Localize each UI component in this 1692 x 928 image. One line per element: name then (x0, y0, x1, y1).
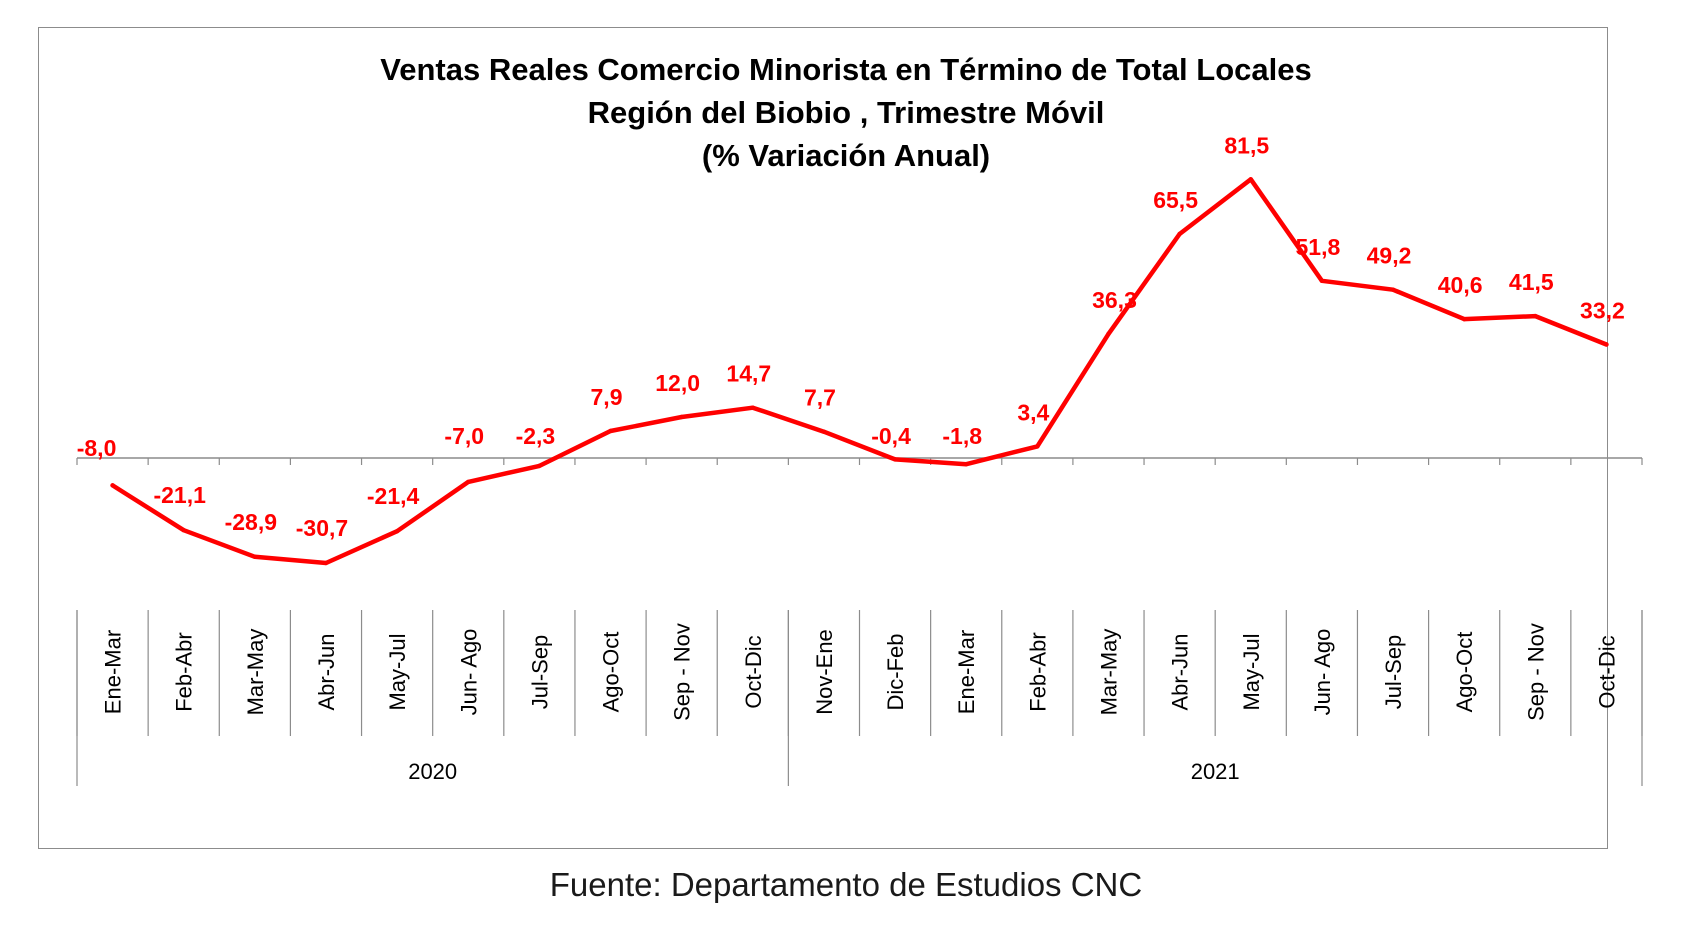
series-line (110, 177, 1609, 566)
x-category-label: Feb-Abr (172, 632, 197, 711)
source-note: Fuente: Departamento de Estudios CNC (549, 866, 1143, 903)
data-label: 65,5 (1153, 187, 1198, 213)
x-category-label: Jun- Ago (456, 629, 481, 716)
data-point (537, 463, 542, 469)
x-category-label: Abr-Jun (314, 633, 339, 710)
data-point (1390, 287, 1396, 292)
data-label: 7,7 (804, 385, 836, 411)
data-label: -0,4 (871, 423, 911, 449)
data-point (323, 560, 329, 566)
x-category-label: Dic-Feb (883, 633, 908, 710)
data-label: -1,8 (942, 423, 982, 449)
data-label: 49,2 (1367, 243, 1412, 269)
x-category-label: Oct-Dic (741, 635, 766, 708)
data-label: -8,0 (77, 435, 117, 461)
data-label: 51,8 (1296, 234, 1341, 260)
data-point (964, 461, 969, 467)
x-category-label: Nov-Ene (812, 629, 837, 715)
data-point (1177, 231, 1182, 237)
x-category-label: May-Jul (1239, 633, 1264, 710)
x-category-label: Jul-Sep (1381, 635, 1406, 710)
data-label: 14,7 (726, 361, 771, 387)
x-category-label: Mar-May (243, 629, 268, 716)
x-group-label: 2020 (408, 759, 457, 784)
chart-frame (38, 27, 1608, 849)
x-category-label: Ago-Oct (1452, 632, 1477, 713)
chart-title-line-2: Región del Biobio , Trimestre Móvil (587, 95, 1105, 130)
data-point (394, 528, 400, 534)
x-category-label: Feb-Abr (1025, 632, 1050, 711)
x-category-label: Mar-May (1096, 629, 1121, 716)
data-label: 41,5 (1509, 269, 1554, 295)
data-label: 7,9 (591, 384, 623, 410)
data-label: 33,2 (1580, 297, 1625, 323)
x-category-label: Sep - Nov (1523, 623, 1548, 721)
data-point (1106, 331, 1111, 337)
data-point (252, 554, 258, 560)
data-point (1035, 444, 1040, 449)
x-category-label: Abr-Jun (1168, 633, 1193, 710)
x-category-label: May-Jul (385, 633, 410, 710)
x-category-label: Ene-Mar (101, 630, 126, 714)
data-point (892, 457, 898, 462)
data-label: 81,5 (1224, 132, 1269, 158)
x-category-label: Ene-Mar (954, 630, 979, 714)
data-label: -2,3 (516, 423, 556, 449)
data-label: 36,3 (1092, 287, 1137, 313)
data-point (1248, 177, 1253, 182)
data-label: -21,4 (367, 483, 420, 509)
data-point (1604, 342, 1609, 347)
data-point (608, 428, 613, 434)
data-label: -28,9 (225, 509, 277, 535)
data-point (679, 414, 684, 420)
data-label: -30,7 (296, 515, 348, 541)
chart-title-line-3: (% Variación Anual) (701, 138, 991, 173)
data-label: -7,0 (444, 423, 484, 449)
data-point (750, 405, 755, 410)
data-point (1533, 313, 1538, 319)
x-category-label: Jun- Ago (1310, 629, 1335, 716)
data-label: 12,0 (655, 370, 700, 396)
data-label: 40,6 (1438, 272, 1483, 298)
data-label: -21,1 (153, 482, 206, 508)
data-point (466, 479, 471, 485)
data-point (1319, 278, 1325, 284)
data-label: 3,4 (1017, 399, 1049, 425)
x-group-label: 2021 (1191, 759, 1240, 784)
data-point (821, 429, 827, 434)
x-category-label: Jul-Sep (527, 635, 552, 710)
x-category-label: Sep - Nov (670, 623, 695, 721)
data-point (1461, 316, 1467, 322)
x-category-label: Oct-Dic (1594, 635, 1619, 708)
chart-title-line-1: Ventas Reales Comercio Minorista en Térm… (380, 52, 1312, 87)
data-point (110, 483, 115, 488)
x-category-label: Ago-Oct (599, 632, 624, 713)
data-point (181, 527, 186, 533)
